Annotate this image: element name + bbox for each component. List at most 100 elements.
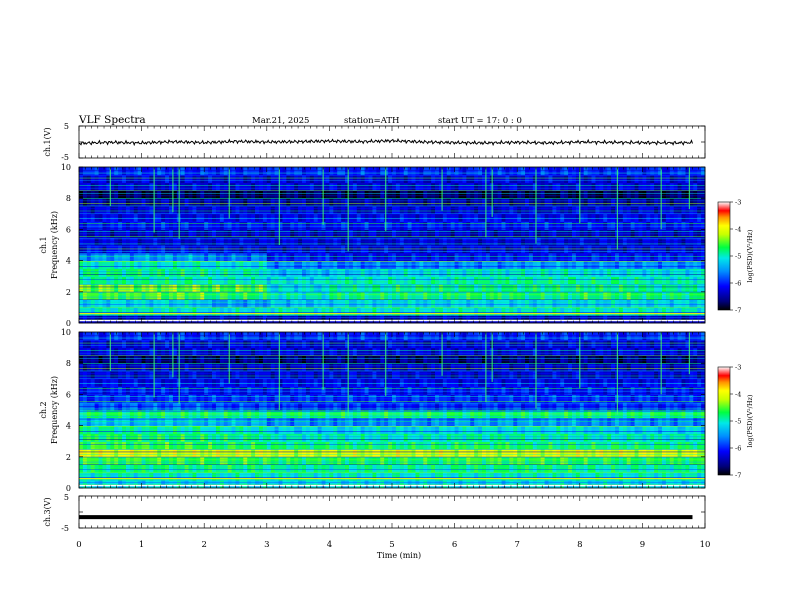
ch1-spectrogram-cell [395, 307, 401, 316]
ch1-spectrogram-cell [219, 260, 225, 269]
ch1-spectrogram-cell [626, 213, 632, 222]
ch1-spectrogram-cell [298, 198, 303, 207]
ch1-spectrogram-cell [223, 315, 229, 324]
ch1-spectrogram-cell [442, 221, 448, 230]
ch1-spectrogram-cell [153, 190, 158, 199]
ch1-spectrogram-cell [302, 167, 307, 176]
ch1-spectrogram-cell [438, 284, 444, 293]
ch1-spectrogram-cell [305, 174, 311, 183]
ch1-spectrogram-cell [196, 268, 201, 277]
ch2-spectrogram-cell [661, 441, 667, 450]
ch2-spectrogram-cell [548, 433, 553, 442]
ch1-spectrogram-cell [302, 206, 307, 215]
ch1-spectrogram-cell [94, 182, 99, 191]
ch1-spectrogram-cell [172, 221, 178, 230]
ch1-spectrogram-cell [501, 291, 506, 300]
ch1-spectrogram-cell [646, 252, 651, 261]
ch1-spectrogram-cell [403, 284, 409, 293]
ch1-spectrogram-cell [611, 213, 616, 222]
ch1-spectrogram-cell [294, 198, 299, 207]
ch2-spectrogram-cell [528, 480, 534, 489]
ch2-spectrogram-cell [149, 417, 154, 426]
ch1-spectrogram-cell [161, 206, 166, 215]
ch2-spectrogram-cell [231, 480, 236, 489]
ch1-spectrogram-cell [364, 252, 369, 261]
ch2-spectrogram-cell [540, 480, 545, 489]
ch1-spectrogram-cell [438, 174, 444, 183]
ch2-spectrogram-cell [235, 464, 240, 473]
ch1-spectrogram-cell [525, 252, 530, 261]
ch1-spectrogram-cell [411, 252, 416, 261]
ch1-spectrogram-cell [513, 284, 518, 293]
ch1-spectrogram-ytick-label: 10 [61, 163, 71, 172]
ch1-spectrogram-cell [212, 276, 217, 285]
ch2-spectrogram-cell [235, 425, 240, 434]
ch2-spectrogram-cell [415, 464, 420, 473]
ch1-spectrogram-cell [133, 260, 139, 269]
ch1-spectrogram-cell [149, 221, 154, 230]
ch2-spectrogram-cell [642, 480, 647, 489]
ch1-spectrogram-cell [462, 174, 467, 183]
ch2-spectrogram-cell [525, 480, 530, 489]
ch1-spectrogram-cell [262, 174, 268, 183]
ch1-spectrogram-cell [630, 276, 635, 285]
ch1-spectrogram-cell [98, 260, 103, 269]
ch1-spectrogram-cell [157, 221, 162, 230]
ch1-spectrogram-cell [528, 206, 534, 215]
ch1-spectrogram-cell [470, 182, 475, 191]
ch2-spectrogram-cell [376, 449, 381, 458]
ch2-spectrogram-cell [305, 425, 311, 434]
ch2-spectrogram-cell [145, 449, 150, 458]
ch2-spectrogram-cell [435, 472, 440, 481]
ch1-spectrogram-cell [200, 252, 205, 261]
ch1-spectrogram-cell [571, 276, 577, 285]
ch1-spectrogram-cell [419, 221, 424, 230]
ch1-spectrogram-cell [693, 315, 698, 324]
ch2-spectrogram-cell [646, 449, 651, 458]
ch2-spectrogram-cell [125, 425, 131, 434]
ch1-spectrogram-cell [153, 260, 158, 269]
ch1-spectrogram-cell [693, 221, 698, 230]
ch1-spectrogram-cell [141, 268, 146, 277]
ch2-spectrogram-cell [587, 456, 592, 465]
ch1-spectrogram-cell [478, 299, 483, 308]
ch2-spectrogram-cell [219, 417, 225, 426]
ch1-spectrogram-cell [591, 252, 596, 261]
ch1-spectrogram-cell [141, 174, 146, 183]
ch1-spectrogram-cell [458, 307, 463, 316]
ch1-spectrogram-cell [532, 276, 538, 285]
ch1-spectrogram-cell [697, 299, 702, 308]
ch1-spectrogram-cell [125, 291, 131, 300]
ch2-spectrogram-cell [157, 456, 162, 465]
ch1-spectrogram-cell [681, 260, 686, 269]
ch1-spectrogram-cell [689, 182, 694, 191]
ch2-spectrogram-cell [290, 417, 295, 426]
ch2-spectrogram-cell [407, 456, 412, 465]
ch1-spectrogram-cell [505, 174, 510, 183]
ch1-spectrogram-cell [90, 307, 96, 316]
ch1-spectrogram-cell [568, 276, 573, 285]
ch2-spectrogram-cell [701, 456, 706, 465]
ch2-spectrogram-cell [673, 449, 679, 458]
ch1-spectrogram-cell [392, 206, 397, 215]
ch2-spectrogram-cell [458, 441, 463, 450]
ch1-spectrogram-cell [282, 198, 287, 207]
ch1-spectrogram-cell [568, 299, 573, 308]
ch1-spectrogram-cell [129, 198, 135, 207]
ch2-spectrogram-cell [458, 464, 463, 473]
ch1-spectrogram-cell [556, 299, 561, 308]
ch2-spectrogram-cell [626, 433, 632, 442]
ch1-spectrogram-cell [603, 276, 608, 285]
ch2-spectrogram-cell [325, 456, 330, 465]
ch1-spectrogram-cell [79, 284, 84, 293]
ch1-spectrogram-cell [618, 206, 624, 215]
ch1-spectrogram-cell [239, 174, 244, 183]
ch1-spectrogram-cell [337, 174, 342, 183]
ch1-spectrogram-cell [372, 276, 377, 285]
ch1-spectrogram-cell [356, 213, 362, 222]
ch1-spectrogram-cell [274, 299, 279, 308]
ch2-spectrogram-cell [571, 441, 577, 450]
ch1-spectrogram-cell [298, 315, 303, 324]
ch1-spectrogram-cell [564, 190, 569, 199]
